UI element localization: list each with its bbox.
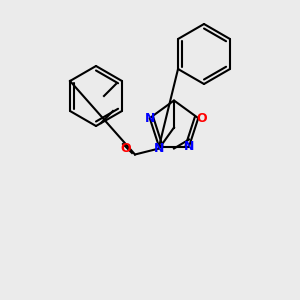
Text: N: N — [184, 140, 194, 153]
Text: N: N — [145, 112, 155, 124]
Text: O: O — [196, 112, 207, 124]
Text: O: O — [121, 142, 131, 155]
Text: N: N — [154, 142, 164, 155]
